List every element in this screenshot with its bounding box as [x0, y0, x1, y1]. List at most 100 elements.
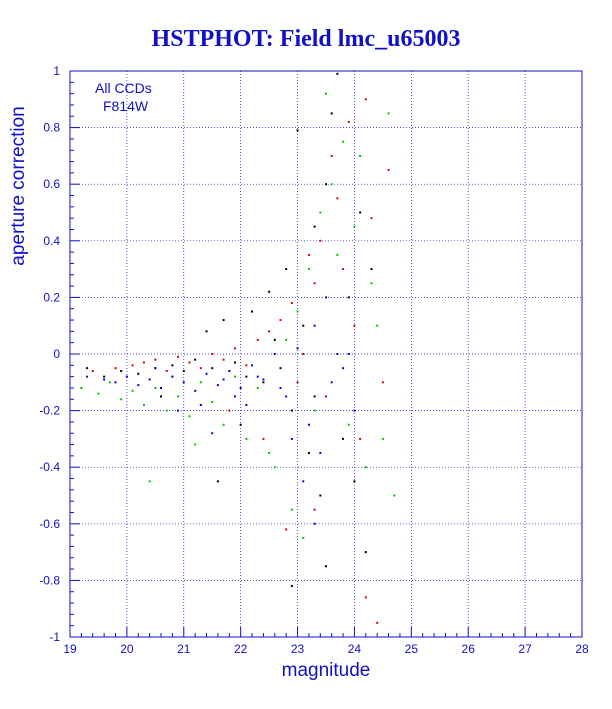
- data-point: [364, 551, 367, 554]
- x-tick-label: 28: [575, 642, 589, 656]
- data-point: [376, 324, 379, 327]
- data-point: [325, 183, 327, 186]
- data-point: [285, 528, 288, 531]
- data-point: [86, 375, 89, 378]
- data-point: [97, 392, 100, 395]
- y-tick-label: -1: [49, 630, 60, 644]
- data-point: [251, 364, 254, 367]
- data-point: [296, 347, 299, 350]
- data-point: [199, 403, 202, 406]
- data-point: [239, 386, 242, 389]
- data-point: [347, 423, 350, 426]
- data-point: [359, 437, 362, 440]
- data-point: [307, 452, 310, 455]
- data-point: [211, 401, 214, 404]
- data-point: [273, 353, 276, 355]
- y-tick-label: 0.8: [43, 121, 60, 135]
- data-point: [120, 369, 123, 372]
- data-point: [233, 375, 236, 378]
- data-point: [313, 324, 316, 327]
- data-point: [370, 268, 373, 271]
- x-axis-label: magnitude: [282, 660, 371, 681]
- data-point: [370, 282, 373, 285]
- data-point: [290, 409, 293, 412]
- data-point: [216, 480, 219, 483]
- data-point: [154, 358, 157, 361]
- data-point: [256, 338, 259, 341]
- data-point: [325, 565, 327, 568]
- data-point: [313, 282, 316, 285]
- data-point: [273, 466, 276, 469]
- data-point: [233, 395, 236, 398]
- data-point: [347, 296, 350, 299]
- data-point: [222, 319, 225, 322]
- data-point: [171, 364, 174, 367]
- data-point: [142, 403, 145, 406]
- data-point: [319, 239, 322, 242]
- axis-ticks: [69, 70, 583, 638]
- data-point: [80, 386, 83, 389]
- data-point: [279, 319, 282, 322]
- data-point: [262, 381, 265, 384]
- data-point: [222, 423, 225, 426]
- data-point: [194, 389, 197, 392]
- data-point: [342, 437, 345, 440]
- data-point: [211, 367, 214, 370]
- data-point: [364, 596, 367, 599]
- data-point: [188, 361, 191, 364]
- x-tick-label: 20: [120, 642, 134, 656]
- data-point: [336, 353, 339, 355]
- data-point: [233, 361, 236, 364]
- y-tick-label: 1: [53, 64, 60, 78]
- data-point: [211, 353, 214, 355]
- data-point: [347, 353, 350, 355]
- data-point: [285, 268, 288, 271]
- data-point: [313, 522, 316, 525]
- y-tick-label: 0.2: [43, 290, 60, 304]
- data-point: [296, 129, 299, 132]
- data-point: [285, 338, 288, 341]
- data-point: [353, 225, 356, 228]
- data-point: [205, 330, 208, 333]
- data-point: [364, 466, 367, 469]
- y-axis-label: aperture correction: [8, 106, 29, 265]
- data-point: [290, 585, 293, 588]
- data-point: [154, 386, 157, 389]
- data-point: [125, 375, 128, 378]
- x-tick-label: 25: [405, 642, 419, 656]
- data-point: [120, 398, 123, 401]
- data-point: [91, 369, 94, 372]
- data-point: [165, 369, 168, 372]
- data-point: [199, 367, 202, 370]
- chart-title: HSTPHOT: Field lmc_u65003: [152, 26, 461, 52]
- data-point: [114, 367, 117, 370]
- y-tick-label: 0.4: [43, 234, 60, 248]
- data-point: [336, 253, 339, 256]
- y-tick-label: -0.8: [39, 573, 60, 587]
- data-point: [353, 324, 356, 327]
- data-point: [313, 409, 316, 412]
- data-point: [325, 395, 327, 398]
- data-point: [387, 169, 390, 172]
- data-point: [342, 140, 345, 143]
- y-tick-label: -0.4: [39, 460, 60, 474]
- data-point: [330, 154, 333, 157]
- data-point: [154, 367, 157, 370]
- data-point: [325, 92, 327, 95]
- data-point: [131, 364, 134, 367]
- data-point: [273, 338, 276, 341]
- data-point: [103, 375, 106, 378]
- data-point: [268, 290, 271, 293]
- data-point: [268, 330, 271, 333]
- data-point: [245, 403, 248, 406]
- data-point: [205, 372, 208, 375]
- x-tick-label: 27: [518, 642, 532, 656]
- data-point: [376, 621, 379, 624]
- data-point: [319, 494, 322, 497]
- data-point: [262, 437, 265, 440]
- y-tick-label: -0.6: [39, 517, 60, 531]
- annotation-filter: F814W: [103, 98, 149, 114]
- data-point: [103, 378, 106, 381]
- tick-labels: 19 20 21 22 23 24 25 26 27 28 1 0.8 0.6 0.4 0.2 0 -0.2 -0…: [39, 64, 589, 656]
- data-point: [182, 381, 185, 384]
